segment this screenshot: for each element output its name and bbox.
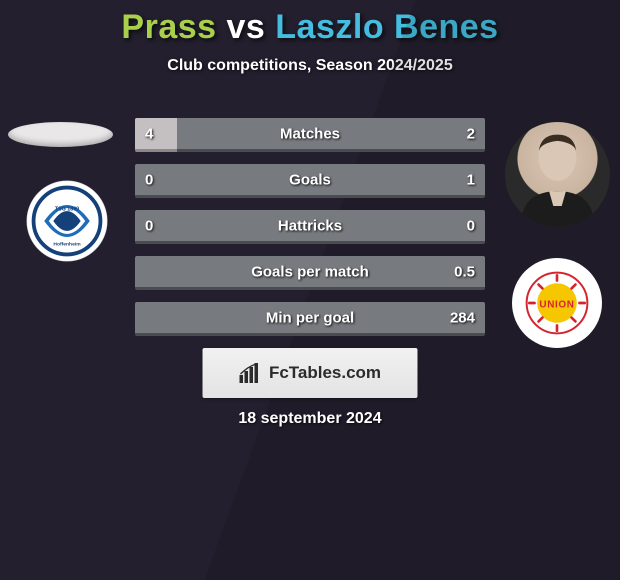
- stat-bar-fill: [135, 118, 177, 152]
- stat-value-right: 284: [450, 309, 475, 326]
- stat-row: Matches 4 2: [135, 118, 485, 152]
- stats-container: Matches 4 2 Goals 0 1 Hattricks 0 0 Goals per mat…: [0, 118, 620, 348]
- stat-label: Goals per match: [251, 263, 369, 280]
- player2-name: Laszlo Benes: [275, 8, 498, 46]
- stat-label: Hattricks: [278, 217, 342, 234]
- subtitle: Club competitions, Season 2024/2025: [0, 57, 620, 75]
- stat-value-right: 1: [467, 171, 475, 188]
- stat-row: Min per goal 284: [135, 302, 485, 336]
- stat-label: Min per goal: [266, 309, 354, 326]
- stat-row: Goals per match 0.5: [135, 256, 485, 290]
- brand-prefix: Fc: [269, 363, 289, 382]
- stat-label: Matches: [280, 125, 340, 142]
- stat-value-right: 0.5: [454, 263, 475, 280]
- brand-badge[interactable]: FcTables.com: [203, 348, 418, 398]
- stat-row: Goals 0 1: [135, 164, 485, 198]
- page-title: Prass vs Laszlo Benes: [0, 0, 620, 47]
- stat-value-left: 0: [145, 217, 153, 234]
- stat-value-right: 0: [467, 217, 475, 234]
- chart-icon: [239, 363, 263, 383]
- stat-value-left: 4: [145, 125, 153, 142]
- stat-value-right: 2: [467, 125, 475, 142]
- stat-value-left: 0: [145, 171, 153, 188]
- brand-text: FcTables.com: [269, 363, 381, 383]
- stat-row: Hattricks 0 0: [135, 210, 485, 244]
- date-text: 18 september 2024: [0, 410, 620, 428]
- brand-rest: Tables.com: [289, 363, 381, 382]
- player1-name: Prass: [121, 8, 216, 46]
- vs-text: vs: [227, 8, 266, 46]
- stat-label: Goals: [289, 171, 331, 188]
